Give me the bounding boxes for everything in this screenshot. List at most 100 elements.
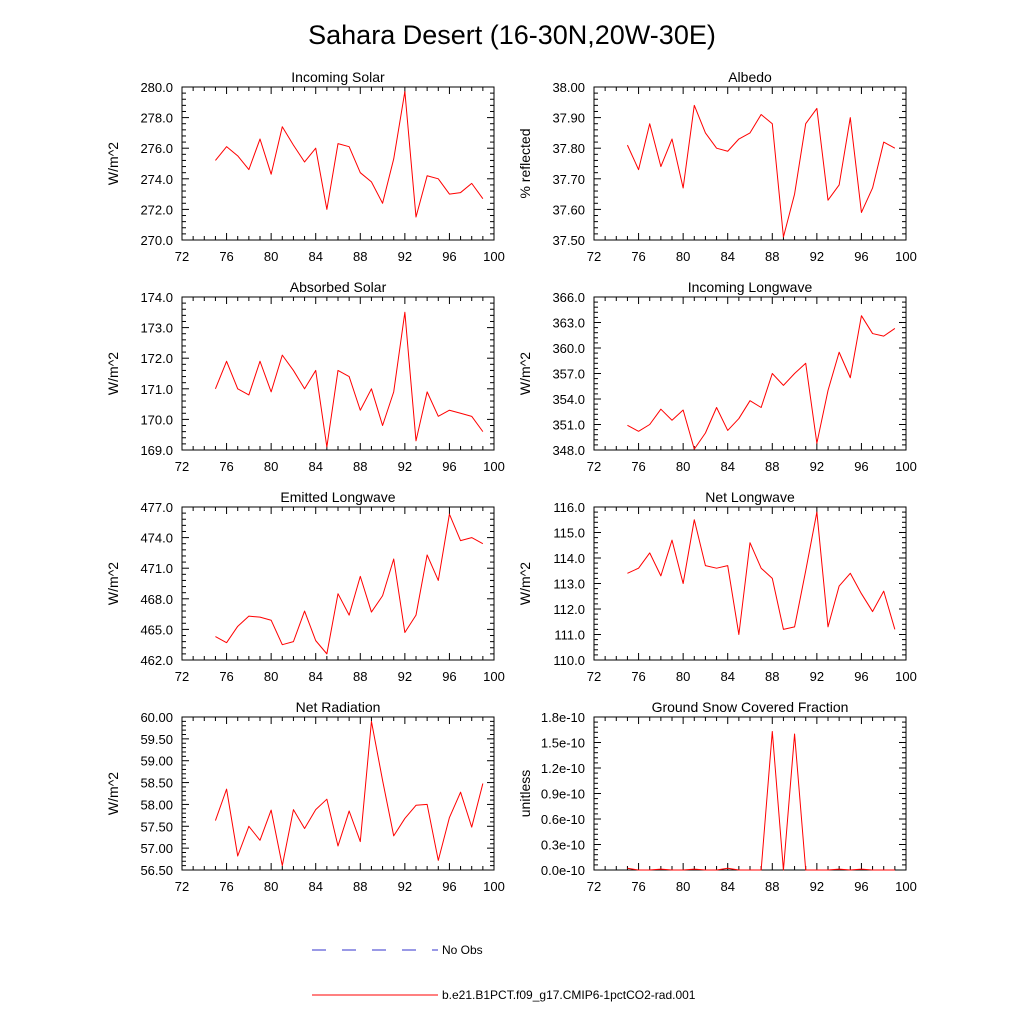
y-tick-label: 170.0 [140,412,173,427]
y-tick-label: 113.0 [553,577,585,592]
x-tick-label: 92 [398,879,412,894]
x-tick-label: 76 [219,879,233,894]
y-tick-label: 37.80 [552,141,585,156]
y-tick-label: 59.50 [140,732,173,747]
y-tick-label: 58.00 [140,797,173,812]
x-tick-label: 84 [308,669,322,684]
panel-title: Absorbed Solar [290,279,387,295]
chart-panel-incoming-longwave: Incoming Longwave W/m^2 72 76 80 84 88 92 96 100 3… [517,279,917,474]
x-tick-label: 72 [175,249,189,264]
x-tick-label: 92 [398,459,412,474]
y-axis-label: W/m^2 [105,772,121,815]
x-tick-label: 72 [587,249,601,264]
y-axis-label: unitless [517,770,533,817]
x-tick-label: 80 [676,459,690,474]
y-tick-label: 169.0 [140,443,173,458]
y-tick-label: 280.0 [140,80,173,95]
y-tick-label: 366.0 [552,290,585,305]
x-tick-label: 100 [895,669,917,684]
panel-grid: Incoming Solar W/m^2 72 76 80 84 88 92 96 100 270.… [105,69,917,894]
y-tick-label: 56.50 [140,863,173,878]
x-tick-label: 92 [398,669,412,684]
chart-panel-absorbed-solar: Absorbed Solar W/m^2 72 76 80 84 88 92 96 100 169.… [105,279,505,474]
x-tick-label: 76 [631,459,645,474]
x-tick-label: 88 [353,249,367,264]
x-tick-label: 96 [854,249,868,264]
x-tick-label: 100 [483,459,505,474]
x-tick-label: 72 [587,669,601,684]
y-tick-label: 272.0 [140,202,173,217]
x-tick-label: 76 [219,459,233,474]
y-tick-label: 357.0 [552,367,585,382]
x-tick-label: 88 [765,249,779,264]
x-tick-label: 100 [483,249,505,264]
y-tick-label: 59.00 [140,754,173,769]
y-tick-label: 37.60 [552,202,585,217]
y-tick-label: 111.0 [554,628,585,643]
x-tick-label: 84 [720,249,734,264]
panel-title: Ground Snow Covered Fraction [652,699,849,715]
y-tick-label: 114.0 [553,551,585,566]
y-tick-label: 112.0 [553,602,585,617]
chart-panel-ground-snow-covered-fraction: Ground Snow Covered Fraction unitless 72 76… [517,699,917,894]
y-tick-label: 37.70 [552,172,585,187]
y-tick-label: 354.0 [552,392,585,407]
series-line-net-longwave [627,511,896,635]
x-tick-label: 72 [587,459,601,474]
y-tick-label: 351.0 [552,418,585,433]
x-tick-label: 92 [810,249,824,264]
panel-title: Incoming Longwave [688,279,813,295]
y-tick-label: 468.0 [140,592,173,607]
x-tick-label: 92 [398,249,412,264]
x-tick-label: 100 [895,879,917,894]
x-tick-label: 96 [442,459,456,474]
x-tick-label: 100 [895,249,917,264]
chart-panel-emitted-longwave: Emitted Longwave W/m^2 72 76 80 84 88 92 96 100 46… [105,489,505,684]
x-tick-label: 76 [219,249,233,264]
legend: No Obs b.e21.B1PCT.f09_g17.CMIP6-1pctCO2… [312,943,696,1002]
plot-frame [593,86,907,241]
x-tick-label: 80 [264,879,278,894]
y-tick-label: 0.9e-10 [541,787,585,802]
series-line-ground-snow-covered-fraction [627,730,895,871]
series-line-net-radiation [214,720,484,867]
y-tick-label: 116.0 [553,500,585,515]
x-tick-label: 84 [720,879,734,894]
y-tick-label: 0.0e-10 [541,863,585,878]
series-line-emitted-longwave [215,513,484,655]
x-tick-label: 88 [353,459,367,474]
y-tick-label: 360.0 [552,341,585,356]
x-tick-label: 88 [353,879,367,894]
panel-title: Albedo [728,69,772,85]
plot-frame [181,716,495,871]
x-tick-label: 84 [308,249,322,264]
x-tick-label: 96 [442,669,456,684]
y-tick-label: 348.0 [552,443,585,458]
x-tick-label: 88 [353,669,367,684]
x-tick-label: 100 [483,669,505,684]
plot-frame [593,506,907,661]
y-tick-label: 171.0 [140,382,173,397]
y-tick-label: 274.0 [140,172,173,187]
y-axis-label: W/m^2 [105,352,121,395]
y-tick-label: 60.00 [140,710,173,725]
x-tick-label: 96 [854,669,868,684]
x-tick-label: 72 [175,459,189,474]
y-axis-label: W/m^2 [517,352,533,395]
series-line-incoming-longwave [627,315,896,450]
panel-title: Incoming Solar [291,69,385,85]
y-axis-label: % reflected [517,128,533,198]
y-tick-label: 278.0 [140,111,173,126]
x-tick-label: 76 [631,249,645,264]
x-tick-label: 88 [765,669,779,684]
x-tick-label: 72 [175,879,189,894]
y-tick-label: 1.5e-10 [541,736,585,751]
y-tick-label: 474.0 [140,531,173,546]
panel-title: Net Longwave [705,489,795,505]
x-tick-label: 84 [720,669,734,684]
chart-panel-net-radiation: Net Radiation W/m^2 72 76 80 84 88 92 96 100 56.50… [105,699,505,894]
x-tick-label: 96 [442,879,456,894]
y-tick-label: 462.0 [140,653,173,668]
y-tick-label: 471.0 [140,561,173,576]
